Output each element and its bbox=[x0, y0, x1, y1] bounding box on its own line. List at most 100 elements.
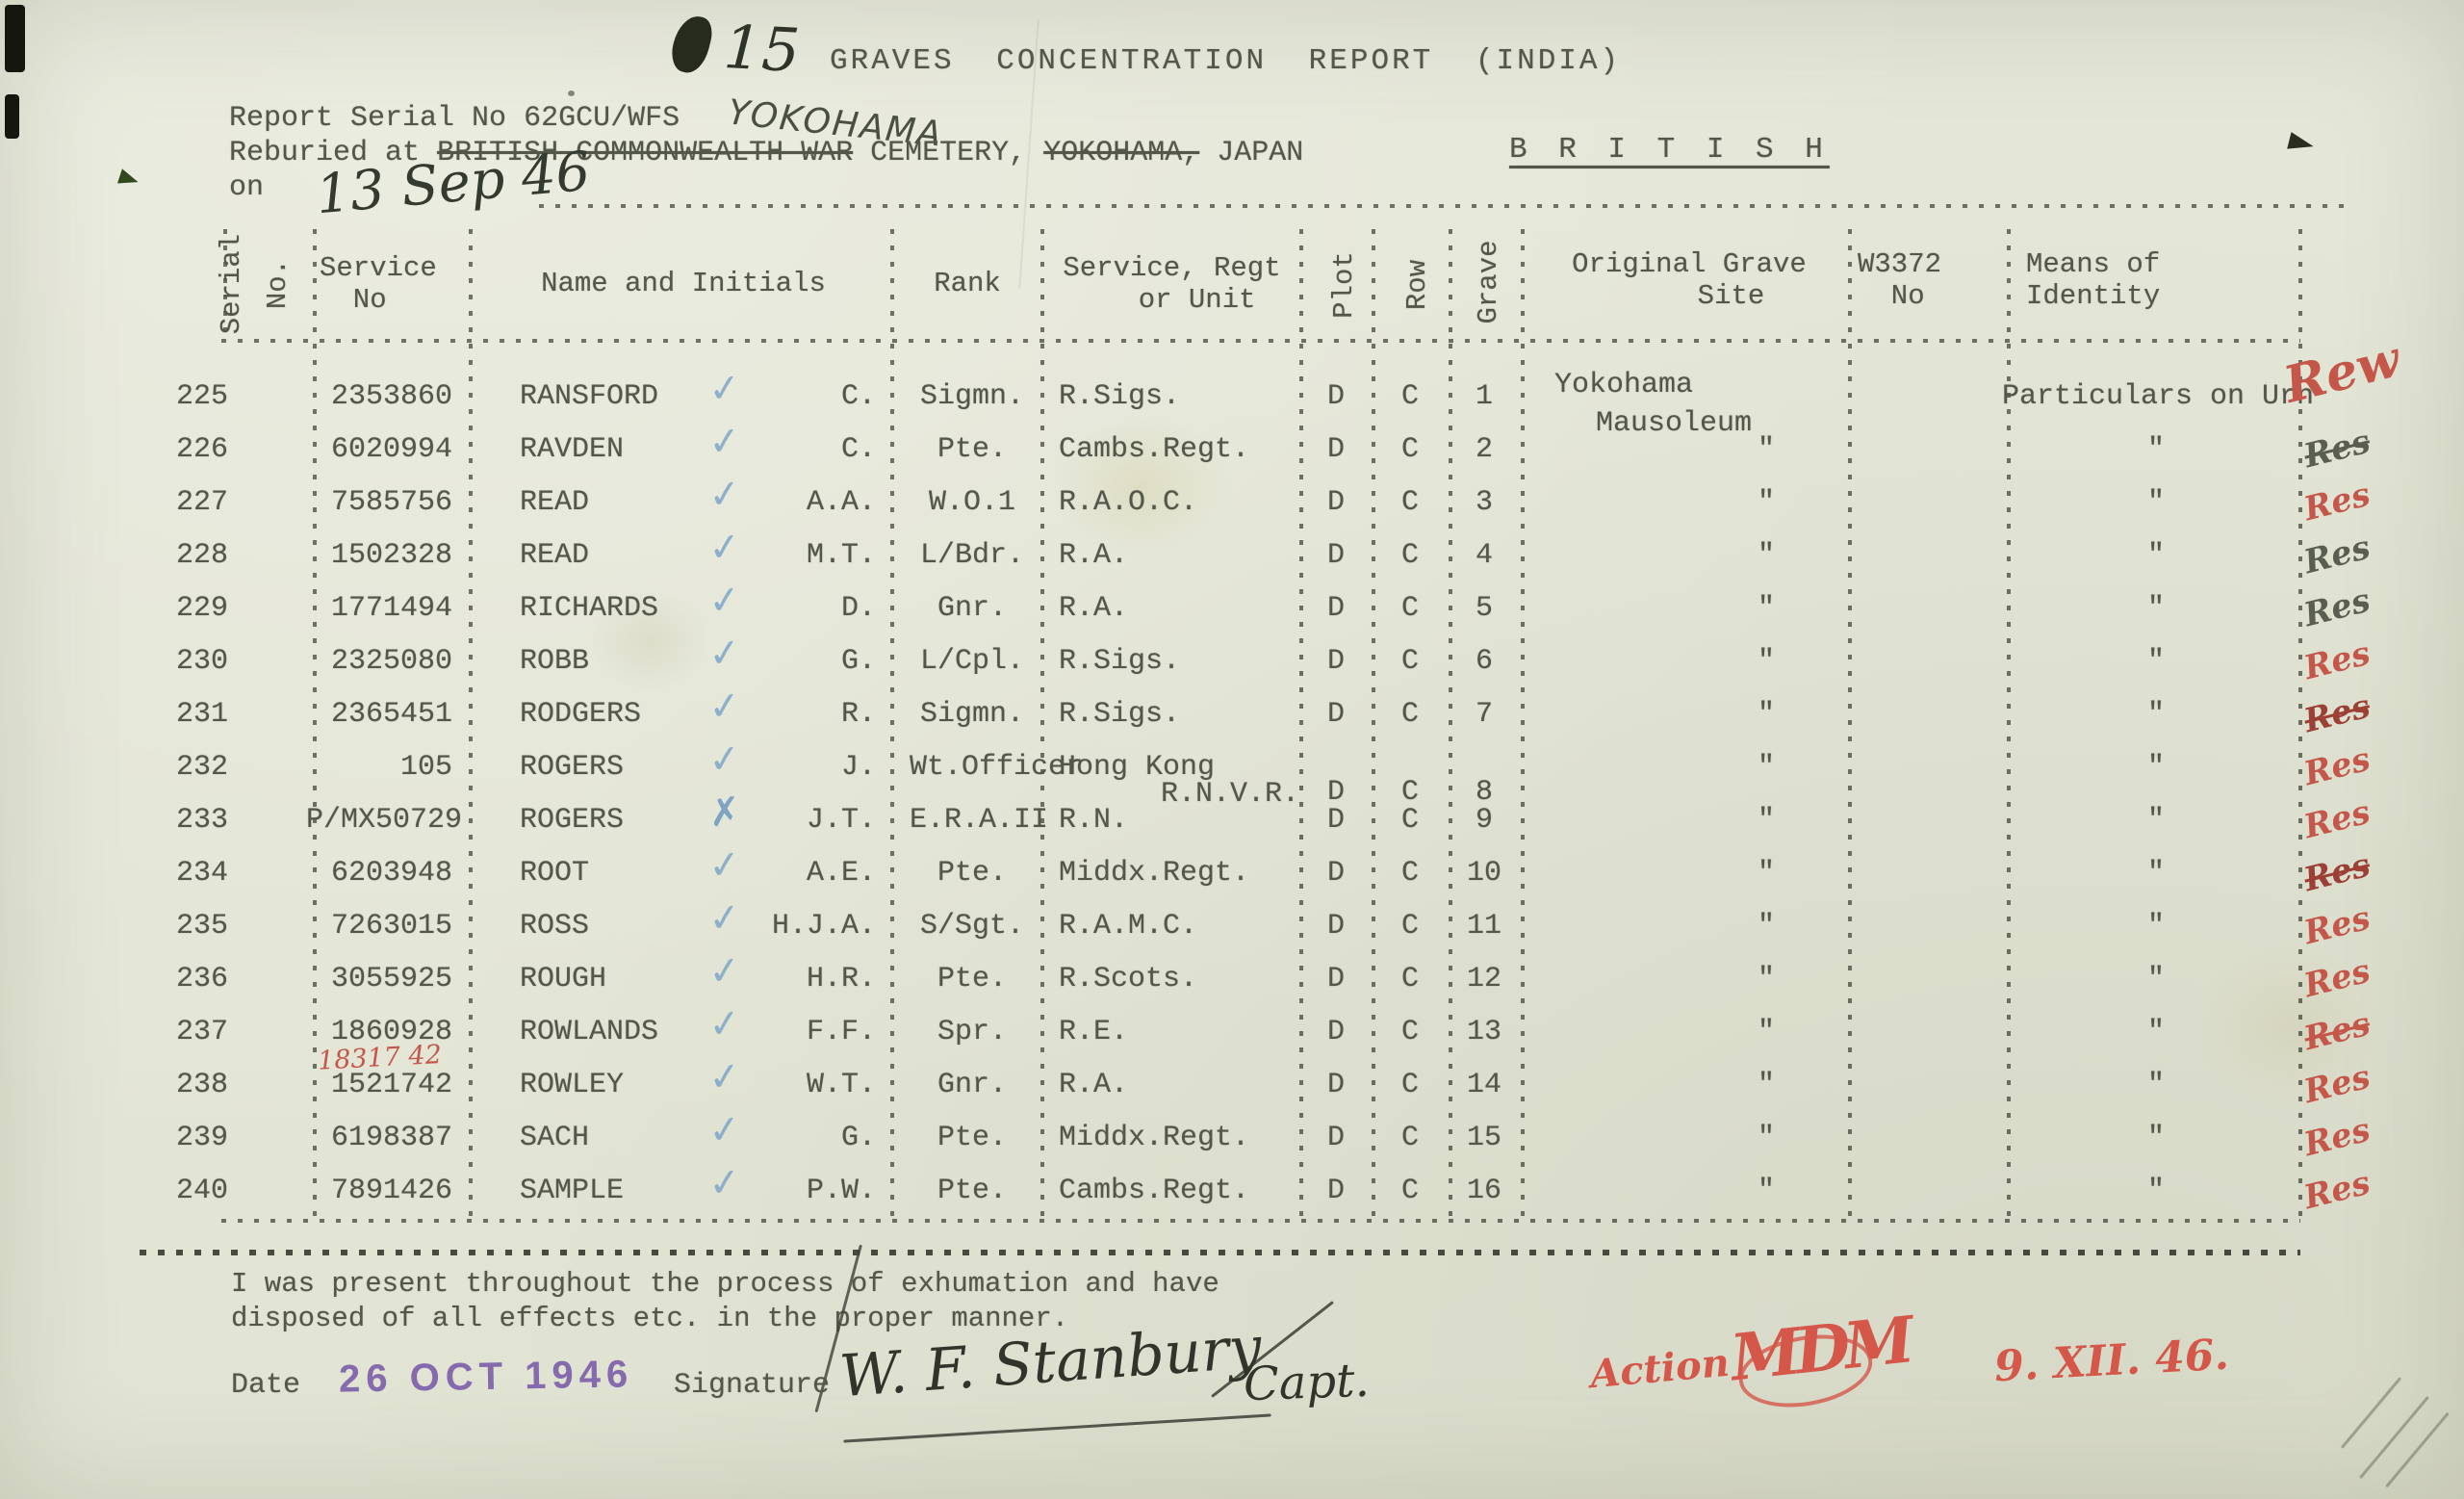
grave-row: C bbox=[1400, 380, 1419, 413]
grave-row: C bbox=[1400, 592, 1419, 625]
means-of-identity: " bbox=[2146, 592, 2165, 625]
initials: A.A. bbox=[806, 486, 876, 519]
original-grave-site: " bbox=[1757, 857, 1775, 890]
scan-edge-mark bbox=[5, 5, 25, 72]
serial-number: 239 bbox=[176, 1122, 229, 1154]
plot: D bbox=[1326, 645, 1345, 678]
table-row: 239 6198387 SACH ✓ G. Pte. Middx.Regt. D… bbox=[0, 1106, 2464, 1165]
action-date: 9. XII. 46. bbox=[1992, 1330, 2230, 1392]
grave-row: C bbox=[1400, 1069, 1419, 1101]
surname: RANSFORD bbox=[520, 380, 659, 413]
service-number: 1860928 bbox=[330, 1016, 452, 1048]
initials: H.R. bbox=[806, 963, 876, 995]
table-row: 240 7891426 SAMPLE ✓ P.W. Pte. Cambs.Reg… bbox=[0, 1159, 2464, 1218]
original-grave-site: " bbox=[1757, 645, 1775, 678]
red-service-annotation bbox=[318, 346, 529, 357]
margin-arrow-icon bbox=[2287, 132, 2316, 155]
unit: Middx.Regt. bbox=[1059, 857, 1250, 890]
original-grave-site: " bbox=[1757, 1016, 1775, 1048]
grave-number: 13 bbox=[1466, 1016, 1502, 1048]
plot: D bbox=[1326, 1069, 1345, 1101]
original-grave-site: " bbox=[1757, 433, 1775, 466]
unit: Hong Kong bbox=[1059, 751, 1216, 784]
plot: D bbox=[1326, 776, 1345, 809]
plot: D bbox=[1326, 1122, 1345, 1154]
serial-number: 229 bbox=[176, 592, 229, 625]
column-header-w3372: W3372 No bbox=[1858, 248, 1942, 312]
initials: J.T. bbox=[806, 804, 876, 837]
service-number: 6198387 bbox=[330, 1122, 452, 1154]
table-row: 237 1860928 ROWLANDS ✓ F.F. Spr. R.E. D … bbox=[0, 1000, 2464, 1059]
original-grave-site: Yokohama bbox=[1554, 369, 1694, 401]
grave-row: C bbox=[1400, 1175, 1419, 1207]
grave-row: C bbox=[1400, 433, 1419, 466]
original-grave-site: " bbox=[1757, 698, 1775, 731]
service-number: 1771494 bbox=[330, 592, 452, 625]
unit: R.N. bbox=[1059, 804, 1129, 837]
initials: G. bbox=[840, 1122, 876, 1154]
rank: S/Sgt. bbox=[919, 910, 1025, 943]
means-of-identity: " bbox=[2146, 910, 2165, 943]
service-number: 2365451 bbox=[330, 698, 452, 731]
original-grave-site: " bbox=[1757, 910, 1775, 943]
table-row: 233 P/MX50729 ROGERS ✗ J.T. E.R.A.II R.N… bbox=[0, 788, 2464, 847]
original-grave-site: " bbox=[1757, 592, 1775, 625]
report-serial-label: Report Serial No bbox=[229, 102, 507, 135]
ink-speck bbox=[568, 90, 575, 96]
grave-row: C bbox=[1400, 857, 1419, 890]
table-row: 234 6203948 ROOT ✓ A.E. Pte. Middx.Regt.… bbox=[0, 841, 2464, 900]
serial-number: 231 bbox=[176, 698, 229, 731]
surname: ROGERS bbox=[520, 804, 625, 837]
original-grave-site: " bbox=[1757, 963, 1775, 995]
serial-number: 240 bbox=[176, 1175, 229, 1207]
means-of-identity: Particulars on Urn bbox=[2002, 380, 2315, 413]
rank: L/Bdr. bbox=[919, 539, 1025, 572]
rank: Pte. bbox=[937, 1122, 1007, 1154]
unit: R.A. bbox=[1059, 1069, 1129, 1101]
column-header-unit: Service, Regt or Unit bbox=[1063, 252, 1281, 316]
unit: R.A. bbox=[1059, 592, 1129, 625]
grave-number: 15 bbox=[1466, 1122, 1502, 1154]
serial-number: 233 bbox=[176, 804, 229, 837]
surname: ROBB bbox=[520, 645, 590, 678]
initials: P.W. bbox=[806, 1175, 876, 1207]
grave-number: 8 bbox=[1475, 776, 1493, 809]
service-number: 3055925 bbox=[330, 963, 452, 995]
rank: Pte. bbox=[937, 433, 1007, 466]
serial-number: 226 bbox=[176, 433, 229, 466]
initials: F.F. bbox=[806, 1016, 876, 1048]
initials: J. bbox=[840, 751, 876, 784]
rank: Spr. bbox=[937, 1016, 1007, 1048]
date-stamp: 26 OCT 1946 bbox=[338, 1353, 634, 1401]
column-header-plot: Plot bbox=[1328, 251, 1360, 319]
document-title: GRAVES CONCENTRATION REPORT (INDIA) bbox=[830, 44, 1622, 78]
serial-number: 237 bbox=[176, 1016, 229, 1048]
serial-number: 236 bbox=[176, 963, 229, 995]
unit: R.Scots. bbox=[1059, 963, 1198, 995]
grave-row: C bbox=[1400, 539, 1419, 572]
table-grid-line bbox=[469, 229, 473, 1221]
surname: READ bbox=[520, 539, 590, 572]
rank: Sigmn. bbox=[919, 698, 1025, 731]
table-grid-line bbox=[223, 229, 227, 343]
table-row: 235 7263015 ROSS ✓ H.J.A. S/Sgt. R.A.M.C… bbox=[0, 894, 2464, 953]
grave-number: 9 bbox=[1475, 804, 1493, 837]
unit: Cambs.Regt. bbox=[1059, 1175, 1250, 1207]
table-row: 228 1502328 READ ✓ M.T. L/Bdr. R.A. D C … bbox=[0, 524, 2464, 582]
grave-number: 12 bbox=[1466, 963, 1502, 995]
unit: R.Sigs. bbox=[1059, 380, 1181, 413]
service-number: 7585756 bbox=[330, 486, 452, 519]
grave-number: 10 bbox=[1466, 857, 1502, 890]
serial-number: 232 bbox=[176, 751, 229, 784]
unit-line2: R.N.V.R. bbox=[1160, 778, 1299, 811]
column-header-original-grave-site: Original Grave Site bbox=[1572, 248, 1807, 312]
grave-number: 4 bbox=[1475, 539, 1493, 572]
grave-row: C bbox=[1400, 776, 1419, 809]
margin-scribble: Rew bbox=[2278, 329, 2406, 415]
column-header-rank: Rank bbox=[934, 268, 1001, 299]
dotted-rule bbox=[539, 204, 2347, 208]
original-grave-site: " bbox=[1757, 539, 1775, 572]
rank: Gnr. bbox=[937, 1069, 1007, 1101]
plot: D bbox=[1326, 433, 1345, 466]
